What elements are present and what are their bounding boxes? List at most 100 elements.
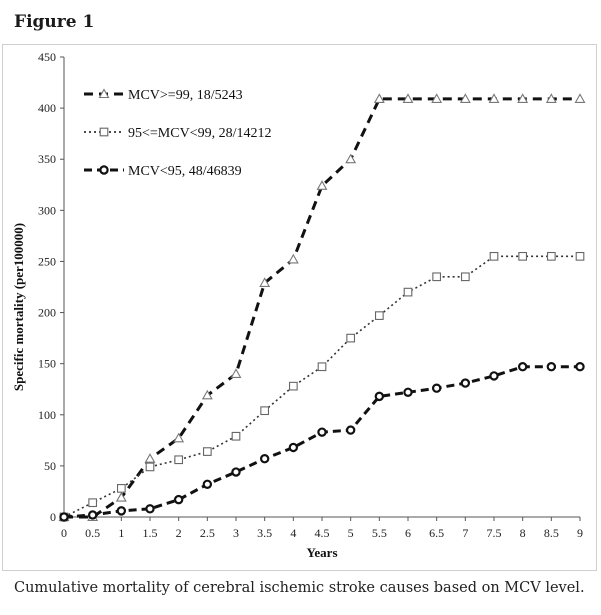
data-point	[432, 272, 442, 282]
x-tick-label: 9	[577, 526, 583, 540]
data-point	[517, 362, 528, 372]
data-point	[99, 165, 109, 175]
data-point	[145, 504, 155, 514]
legend-label: MCV<95, 48/46839	[128, 164, 242, 179]
data-point	[575, 251, 585, 261]
data-point	[145, 462, 155, 472]
data-point	[373, 93, 385, 103]
x-tick-label: 6	[405, 526, 411, 540]
figure-label: Figure 1	[14, 12, 95, 32]
data-point	[403, 287, 413, 297]
data-point	[173, 432, 185, 443]
y-tick-label: 400	[38, 101, 56, 115]
x-tick-label: 3.5	[257, 526, 272, 540]
data-point	[202, 479, 213, 489]
data-point	[317, 427, 327, 437]
data-point	[346, 333, 356, 343]
series-2	[59, 251, 585, 522]
data-point	[545, 93, 557, 103]
data-point	[116, 506, 127, 516]
data-point	[431, 93, 443, 103]
data-point	[345, 425, 356, 435]
data-point	[489, 371, 499, 381]
data-point	[575, 362, 585, 372]
x-tick-label: 8	[520, 526, 526, 540]
x-tick-label: 4.5	[315, 526, 330, 540]
x-tick-label: 5.5	[372, 526, 387, 540]
y-tick-label: 300	[38, 203, 56, 217]
x-tick-label: 1.5	[143, 526, 158, 540]
series-line	[63, 365, 580, 519]
data-point	[460, 378, 471, 388]
series-line	[64, 97, 580, 519]
x-tick-label: 4	[290, 526, 296, 540]
legend-label: 95<=MCV<99, 28/14212	[128, 126, 271, 141]
y-tick-label: 50	[44, 459, 56, 473]
x-tick-label: 0	[61, 526, 67, 540]
data-point	[59, 512, 69, 522]
x-tick-label: 2.5	[200, 526, 215, 540]
y-tick-label: 150	[38, 357, 56, 371]
data-point	[230, 368, 242, 378]
x-tick-label: 0.5	[85, 526, 100, 540]
data-point	[431, 383, 442, 393]
y-tick-label: 250	[38, 254, 56, 268]
y-tick-label: 0	[50, 510, 56, 524]
data-point	[374, 391, 385, 402]
data-point	[317, 362, 327, 372]
series-3	[59, 362, 585, 522]
data-point	[288, 442, 299, 453]
y-tick-label: 200	[38, 306, 56, 320]
x-tick-label: 8.5	[544, 526, 559, 540]
x-tick-label: 7.5	[487, 526, 502, 540]
x-tick-label: 3	[233, 526, 239, 540]
series-layer	[58, 93, 586, 522]
x-tick-label: 7	[462, 526, 468, 540]
series-line	[63, 255, 580, 518]
line-chart: 0 50 100 150 200 250 300 350 400 450 0 0.5 1 1.5 2 2.5 3…	[11, 50, 586, 560]
data-point	[488, 93, 500, 103]
legend-item: 95<=MCV<99, 28/14212	[84, 126, 271, 141]
data-point	[231, 467, 241, 477]
data-point	[287, 253, 299, 264]
data-point	[403, 387, 413, 397]
legend-item: MCV>=99, 18/5243	[84, 88, 243, 103]
data-point	[174, 455, 184, 465]
x-tick-label: 1	[118, 526, 124, 540]
data-point	[88, 498, 98, 508]
data-point	[574, 93, 586, 103]
y-tick-label: 350	[38, 152, 56, 166]
data-point	[116, 484, 126, 493]
data-point	[144, 453, 156, 463]
data-point	[460, 272, 470, 282]
x-tick-label: 5	[348, 526, 354, 540]
axes: 0 50 100 150 200 250 300 350 400 450 0 0.5 1 1.5 2 2.5 3…	[38, 50, 583, 540]
data-point	[115, 491, 127, 502]
data-point	[345, 153, 357, 164]
data-point	[288, 381, 298, 391]
data-point	[87, 510, 98, 520]
legend: MCV>=99, 18/5243 95<=MCV<99, 28/14212 MCV<…	[84, 88, 271, 179]
data-point	[546, 251, 556, 261]
y-axis-label: Specific mortality (per100000)	[11, 223, 26, 391]
x-tick-label: 2	[176, 526, 182, 540]
data-point	[517, 93, 529, 103]
x-axis-label: Years	[306, 545, 337, 560]
figure-caption: Cumulative mortality of cerebral ischemi…	[14, 580, 585, 596]
data-point	[259, 454, 270, 464]
data-point	[459, 93, 471, 103]
series-1	[58, 93, 586, 522]
x-tick-label: 6.5	[429, 526, 444, 540]
y-tick-label: 450	[38, 50, 56, 64]
data-point	[402, 93, 414, 103]
data-point	[201, 389, 213, 400]
data-point	[202, 447, 212, 456]
data-point	[173, 494, 184, 505]
data-point	[260, 406, 270, 416]
data-point	[99, 127, 109, 137]
data-point	[546, 362, 557, 372]
data-point	[374, 311, 384, 320]
data-point	[518, 251, 528, 261]
legend-label: MCV>=99, 18/5243	[128, 88, 243, 103]
data-point	[231, 431, 241, 441]
